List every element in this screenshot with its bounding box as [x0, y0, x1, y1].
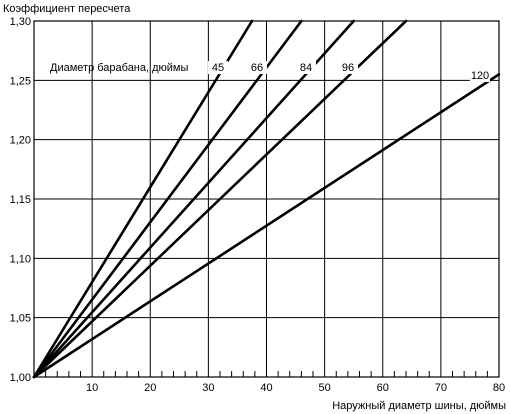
minor-ticks: [45, 371, 488, 377]
series-lines: [32, 19, 501, 379]
x-tick-label-5: 60: [377, 382, 389, 394]
series-line-66: [32, 19, 303, 379]
series-label-bg-66: [247, 61, 267, 74]
series-line-96: [32, 19, 408, 379]
x-tick-label-4: 50: [319, 382, 331, 394]
grid: [34, 21, 499, 377]
x-tick-label-7: 80: [493, 382, 505, 394]
legend-title: Диаметр барабана, дюймы: [50, 62, 188, 74]
y-tick-label-5: 1,25: [10, 75, 31, 87]
x-tick-labels: 10 20 30 40 50 60 70 80: [86, 382, 505, 394]
plot-frame: [33, 20, 500, 378]
y-tick-label-4: 1,20: [10, 135, 31, 147]
series-label-bg-96: [338, 61, 358, 74]
series-label-120: 120: [471, 70, 489, 82]
series-label-45: 45: [212, 62, 224, 74]
series-labels: 45 66 84 96 120: [208, 61, 490, 82]
y-tick-label-1: 1,05: [10, 313, 31, 325]
x-tick-label-2: 30: [202, 382, 214, 394]
x-tick-label-0: 10: [86, 382, 98, 394]
series-label-bg-120: [470, 69, 490, 82]
y-tick-label-3: 1,15: [10, 194, 31, 206]
x-tick-label-6: 70: [435, 382, 447, 394]
x-tick-label-3: 40: [260, 382, 272, 394]
y-tick-label-2: 1,10: [10, 253, 31, 265]
series-label-96: 96: [342, 62, 354, 74]
y-tick-labels: 1,00 1,05 1,10 1,15 1,20 1,25 1,30: [10, 16, 31, 384]
y-tick-label-0: 1,00: [10, 372, 31, 384]
x-tick-label-1: 20: [144, 382, 156, 394]
series-label-bg-84: [296, 61, 316, 74]
x-axis-title: Наружный диаметр шины, дюймы: [332, 400, 506, 412]
series-label-84: 84: [300, 62, 312, 74]
y-axis-title: Коэффициент пересчета: [3, 3, 131, 15]
y-tick-label-6: 1,30: [10, 16, 31, 28]
series-label-bg-45: [208, 61, 228, 74]
series-line-84: [32, 19, 356, 379]
series-line-120: [32, 73, 501, 379]
series-line-45: [32, 19, 254, 379]
series-label-66: 66: [251, 62, 263, 74]
